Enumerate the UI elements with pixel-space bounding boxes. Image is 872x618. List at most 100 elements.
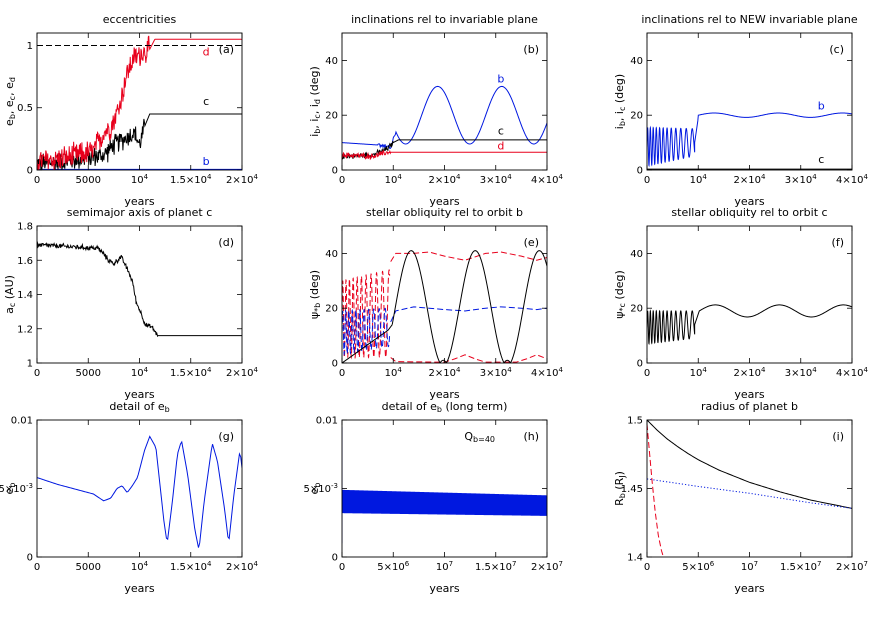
panel-label: (a)	[219, 43, 234, 56]
y-axis-label: ib, ic, id (deg)	[308, 66, 322, 137]
x-tick-label: 3×104	[785, 366, 817, 379]
y-tick-label: 1.4	[17, 290, 33, 301]
x-tick-label: 5000	[76, 368, 101, 379]
x-axis-label: years	[734, 195, 765, 208]
x-tick-label: 2×104	[226, 366, 258, 379]
series-line	[37, 435, 242, 548]
x-tick-label: 104	[690, 173, 708, 186]
y-tick-label: 40	[325, 249, 338, 260]
series-label: c	[203, 95, 209, 108]
y-tick-label: 5×10-3	[304, 482, 338, 495]
x-tick-label: 0	[34, 175, 40, 186]
x-tick-label: 4×104	[531, 173, 563, 186]
panel-title: detail of eb (long term)	[382, 400, 508, 414]
x-tick-label: 2×104	[226, 173, 258, 186]
y-tick-label: 40	[630, 56, 643, 67]
y-tick-label: 1.4	[627, 553, 643, 564]
x-axis-label: years	[124, 388, 155, 401]
x-tick-label: 0	[339, 175, 345, 186]
data-layer	[647, 304, 852, 346]
x-tick-label: 5000	[76, 562, 101, 573]
plot-frame	[341, 419, 548, 558]
data-layer	[342, 426, 547, 544]
x-tick-label: 0	[644, 175, 650, 186]
series-line	[37, 35, 242, 170]
y-axis-label: ψ*b (deg)	[308, 270, 322, 319]
series-label: d	[497, 139, 504, 152]
y-tick-label: 20	[630, 111, 643, 122]
y-tick-label: 1.6	[17, 256, 33, 267]
x-tick-label: 3×104	[785, 173, 817, 186]
y-tick-label: 5×10-3	[0, 482, 33, 495]
x-tick-label: 3×104	[480, 173, 512, 186]
data-layer	[647, 420, 852, 557]
panel-d: semimajor axis of planet c 0 5000 104 1.5×10…	[3, 206, 259, 401]
panel-label: (h)	[523, 430, 539, 443]
panel-a: eccentricities 0 5000 104 1.5×104 2×104 0 0.5 1 y…	[3, 13, 259, 208]
x-tick-label: 104	[690, 366, 708, 379]
series-label: b	[497, 72, 504, 85]
panel-i: radius of planet b 0 5×106 107 1.5×107 2×107 1…	[613, 400, 868, 595]
x-tick-label: 2×107	[836, 560, 868, 573]
x-tick-label: 0	[339, 368, 345, 379]
panel-title: radius of planet b	[701, 400, 798, 413]
x-tick-label: 2×104	[429, 173, 461, 186]
series-line	[391, 250, 547, 363]
x-tick-label: 0	[644, 562, 650, 573]
x-tick-label: 2×104	[734, 366, 766, 379]
series-line	[342, 85, 547, 150]
x-axis-label: years	[124, 582, 155, 595]
series-line	[647, 420, 852, 509]
annotation-label: Qb=40	[464, 430, 495, 444]
x-tick-label: 104	[385, 366, 403, 379]
x-tick-label: 104	[131, 560, 149, 573]
y-tick-label: 0	[27, 553, 33, 564]
panel-title: inclinations rel to NEW invariable plane	[641, 13, 858, 26]
y-tick-label: 0	[332, 359, 338, 370]
series-line	[647, 304, 852, 346]
x-axis-label: years	[734, 388, 765, 401]
x-tick-label: 104	[131, 173, 149, 186]
panel-label: (d)	[218, 236, 234, 249]
x-tick-label: 4×104	[531, 366, 563, 379]
x-tick-label: 4×104	[836, 173, 868, 186]
y-tick-label: 20	[325, 304, 338, 315]
panel-label: (f)	[832, 236, 844, 249]
series-label: c	[498, 124, 504, 137]
x-axis-label: years	[429, 195, 460, 208]
series-line	[647, 478, 852, 509]
x-tick-label: 0	[34, 562, 40, 573]
panel-title: detail of eb	[109, 400, 169, 414]
panel-f: stellar obliquity rel to orbit c 0 104 2×10…	[613, 206, 869, 401]
y-tick-label: 20	[630, 304, 643, 315]
y-tick-label: 0.5	[17, 103, 33, 114]
plot-frame	[646, 419, 853, 558]
x-tick-label: 4×104	[836, 366, 868, 379]
series-label: c	[818, 153, 824, 166]
y-tick-label: 1.8	[17, 222, 33, 233]
series-line	[37, 241, 242, 338]
y-tick-label: 1	[27, 359, 33, 370]
data-layer	[342, 85, 547, 161]
panel-c: inclinations rel to NEW invariable plane…	[613, 13, 869, 208]
x-tick-label: 5000	[76, 175, 101, 186]
x-tick-label: 2×107	[531, 560, 563, 573]
x-tick-label: 1.5×107	[475, 560, 516, 573]
x-tick-label: 1.5×104	[170, 366, 212, 379]
y-axis-label: eb	[308, 483, 322, 495]
data-layer	[37, 35, 242, 170]
x-tick-label: 0	[34, 368, 40, 379]
panel-label: (g)	[218, 430, 234, 443]
x-tick-label: 1.5×104	[170, 173, 212, 186]
x-tick-label: 104	[385, 173, 403, 186]
y-tick-label: 1	[27, 41, 33, 52]
y-tick-label: 0.01	[316, 416, 338, 427]
panel-label: (b)	[523, 43, 539, 56]
panel-title: inclinations rel to invariable plane	[351, 13, 538, 26]
plot-frame	[36, 419, 243, 558]
x-tick-label: 5×106	[682, 560, 714, 573]
panel-label: (e)	[524, 236, 539, 249]
y-tick-label: 0	[27, 166, 33, 177]
y-axis-label: Rb (RJ)	[613, 471, 627, 506]
y-axis-label: ib, ic (deg)	[613, 74, 627, 129]
